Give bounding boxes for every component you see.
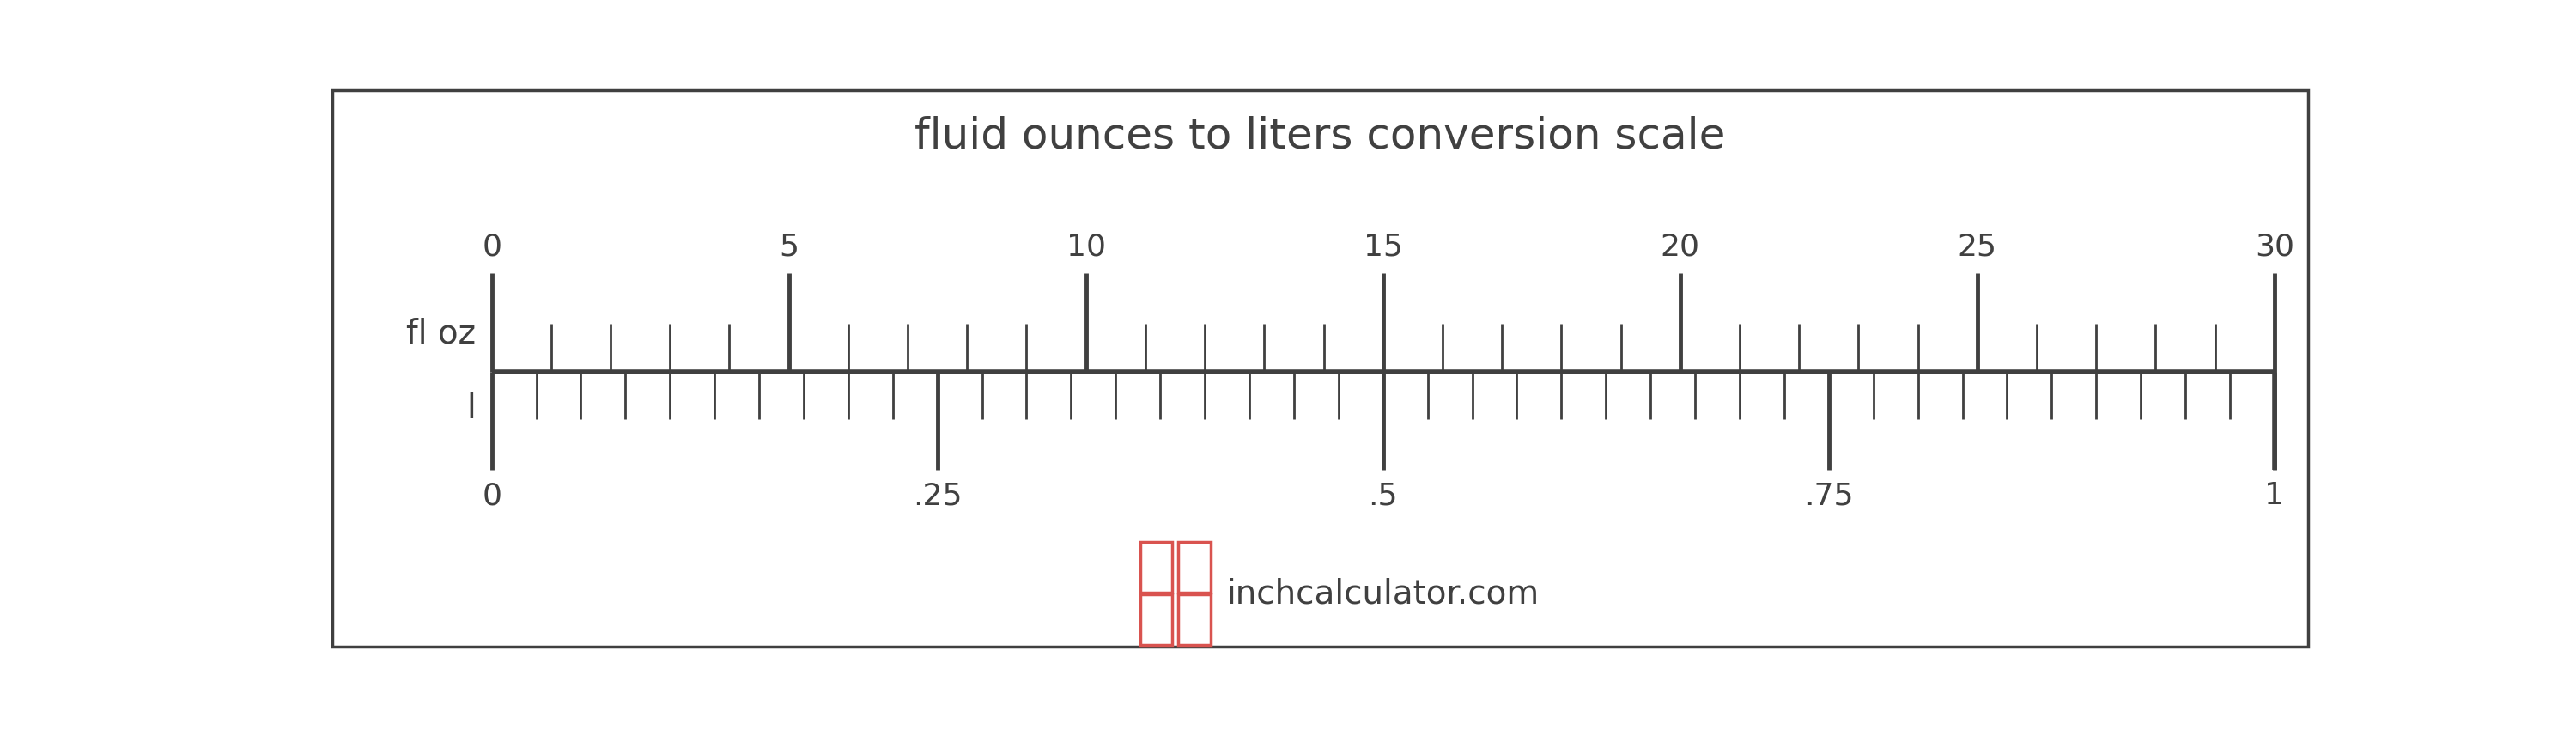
Bar bbox=[1141, 542, 1172, 593]
Text: l: l bbox=[466, 393, 477, 425]
Text: 20: 20 bbox=[1662, 233, 1700, 262]
Text: 1: 1 bbox=[2264, 481, 2285, 510]
Text: 0: 0 bbox=[482, 233, 502, 262]
Bar bbox=[1141, 594, 1172, 645]
Text: fl oz: fl oz bbox=[407, 318, 477, 350]
Text: 5: 5 bbox=[778, 233, 799, 262]
Text: fluid ounces to liters conversion scale: fluid ounces to liters conversion scale bbox=[914, 116, 1726, 157]
Text: inchcalculator.com: inchcalculator.com bbox=[1226, 577, 1538, 610]
Text: .75: .75 bbox=[1803, 481, 1855, 510]
Text: .25: .25 bbox=[912, 481, 961, 510]
Text: 30: 30 bbox=[2254, 233, 2295, 262]
Text: 10: 10 bbox=[1066, 233, 1105, 262]
Bar bbox=[1177, 542, 1211, 593]
Text: 15: 15 bbox=[1363, 233, 1404, 262]
Bar bbox=[1177, 594, 1211, 645]
Text: 25: 25 bbox=[1958, 233, 1996, 262]
Text: .5: .5 bbox=[1368, 481, 1399, 510]
Text: 0: 0 bbox=[482, 481, 502, 510]
